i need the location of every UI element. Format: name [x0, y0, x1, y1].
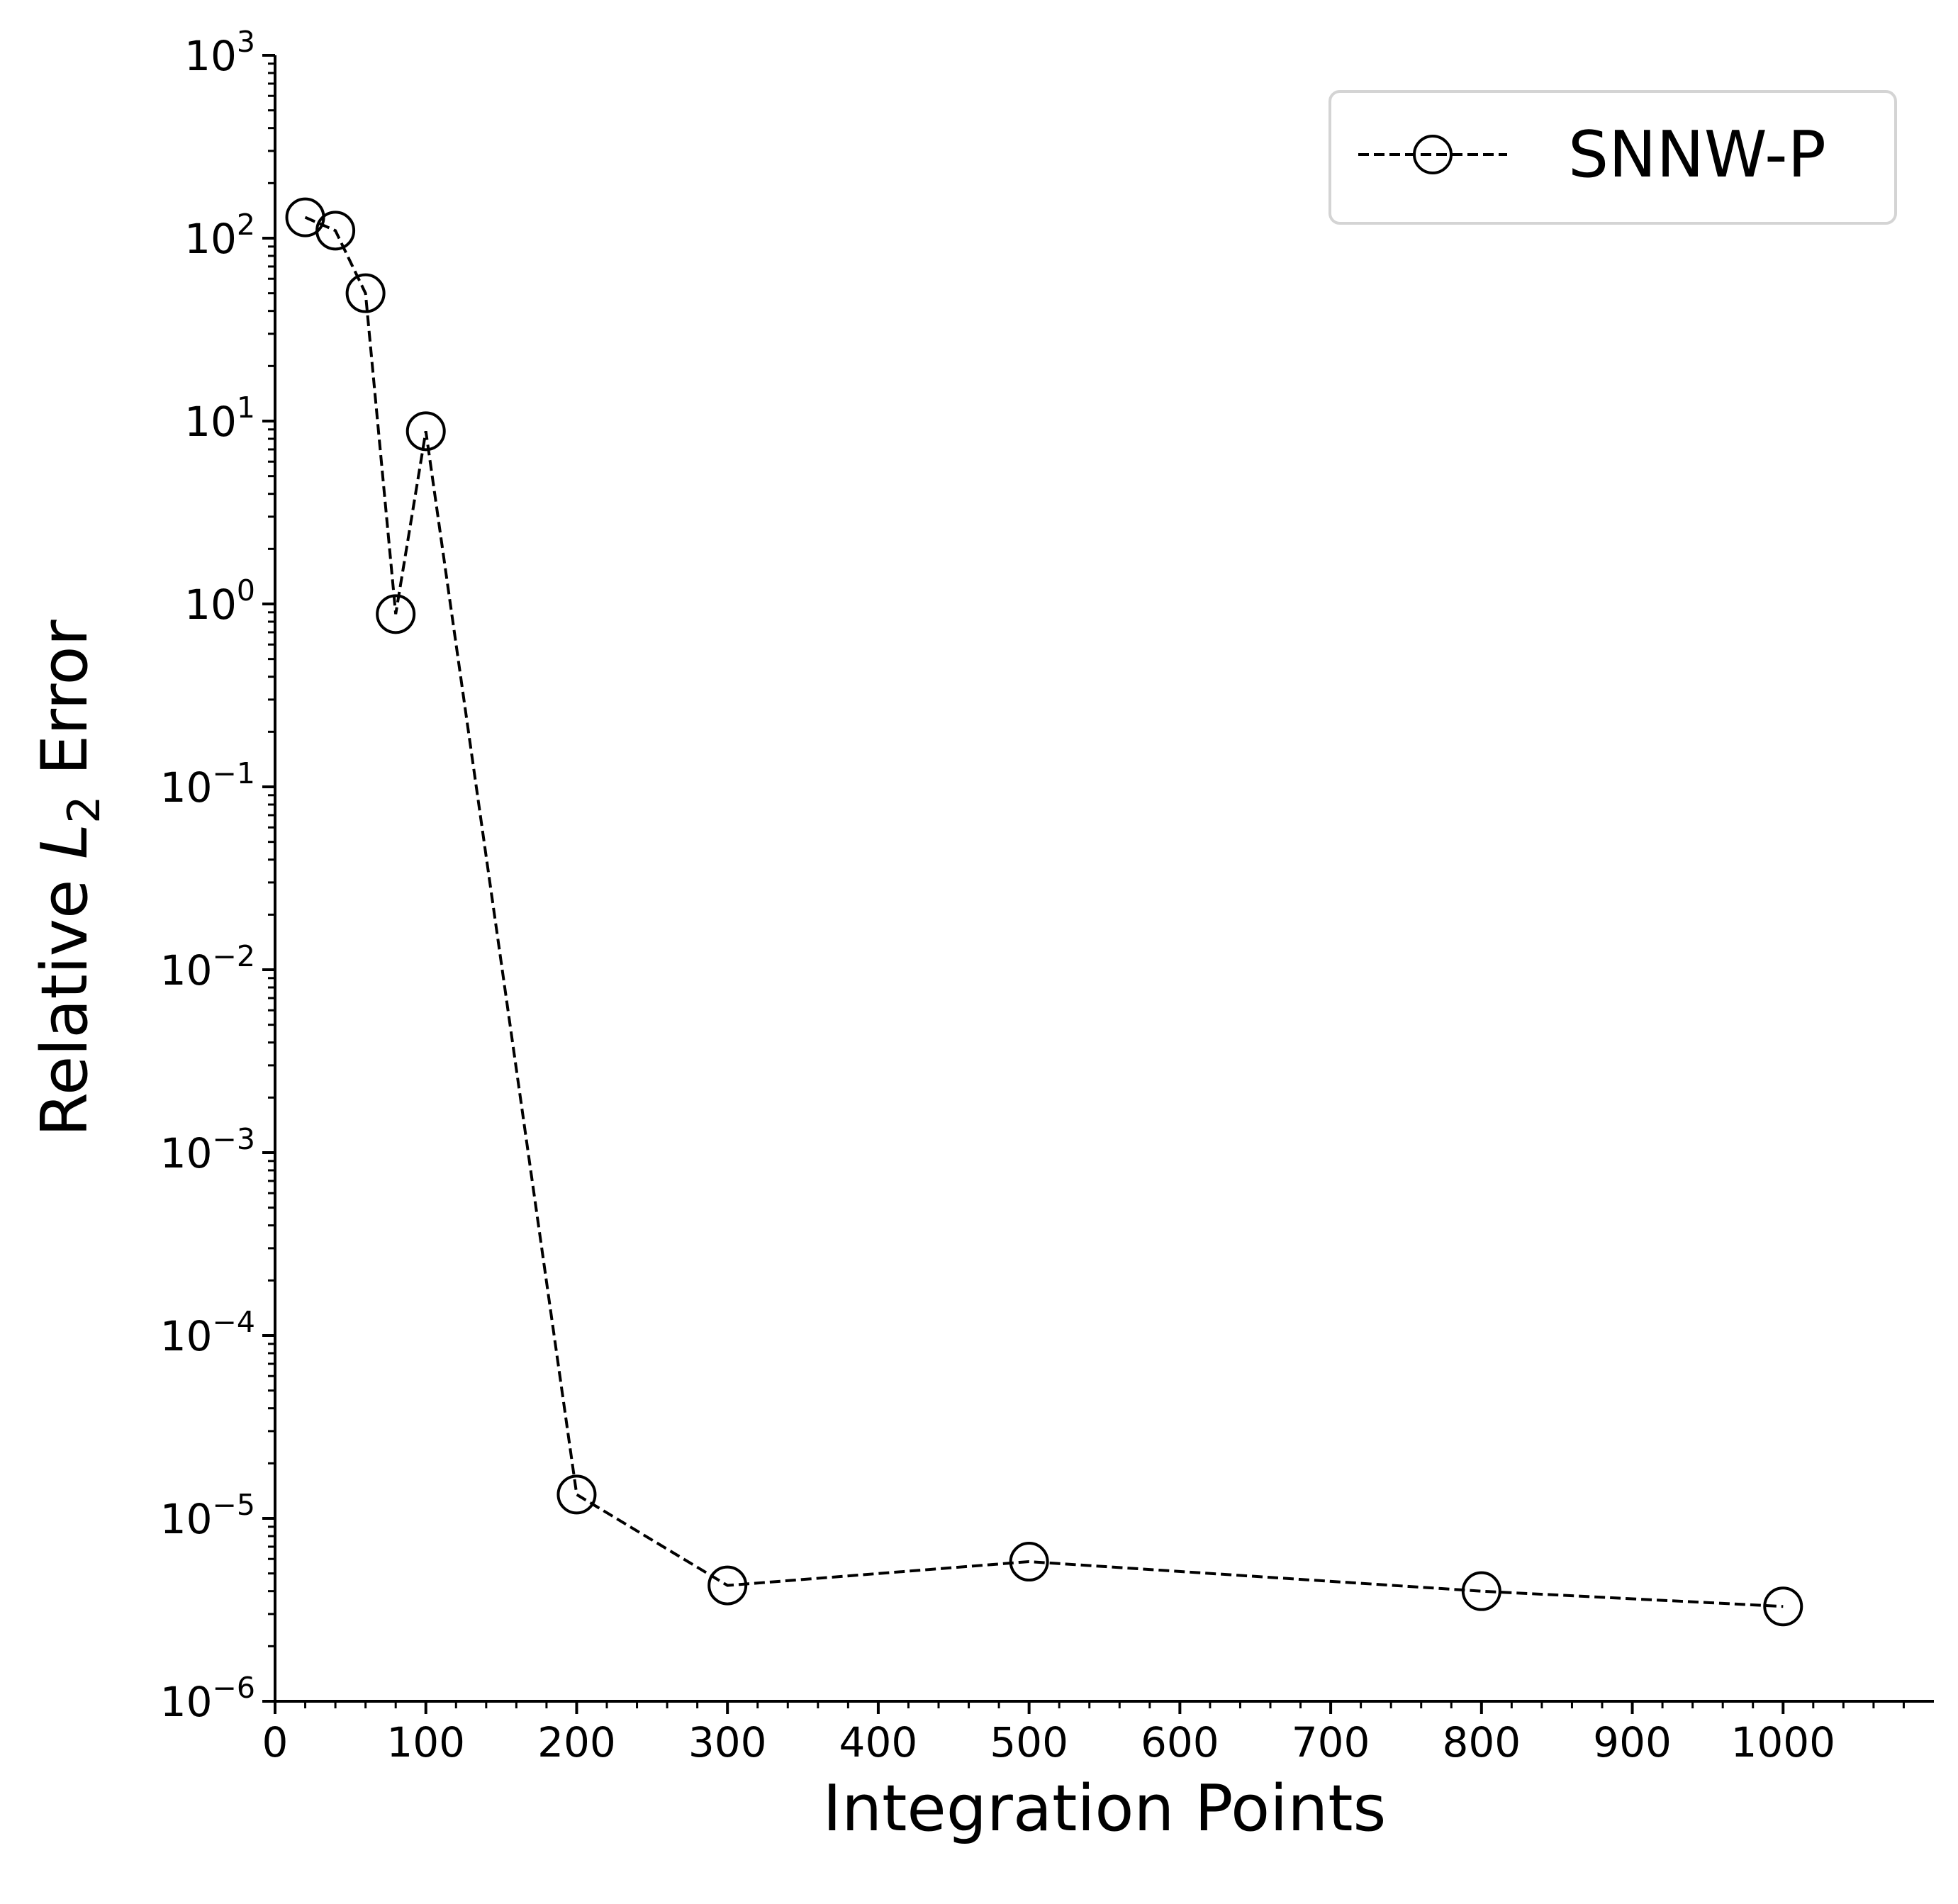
x-tick-label: 1000 [1730, 1718, 1835, 1766]
data-point [1763, 1586, 1803, 1627]
x-tick-label: 100 [386, 1718, 465, 1766]
legend-marker-sample [1413, 135, 1453, 174]
y-tick-label: 101 [184, 391, 255, 446]
y-tick-label: 10−3 [160, 1122, 255, 1177]
y-axis-title: Relative L2 Error [28, 620, 110, 1136]
x-axis-title: Integration Points [823, 1771, 1387, 1846]
y-tick-label: 10−6 [160, 1671, 255, 1726]
series-layer [285, 197, 1803, 1627]
x-tick-label: 0 [262, 1718, 289, 1766]
y-tick-label: 102 [184, 208, 255, 263]
x-tick-label: 700 [1292, 1718, 1370, 1766]
x-tick-label: 500 [990, 1718, 1068, 1766]
y-tick-label: 10−5 [160, 1488, 255, 1543]
x-tick-label: 400 [839, 1718, 918, 1766]
data-point [707, 1565, 748, 1606]
x-major-ticks [274, 1701, 1785, 1714]
x-tick-labels: 0 100 200 300 400 500 600 700 800 900 1000 [262, 1718, 1836, 1766]
data-point [1461, 1571, 1501, 1611]
y-axis-title-suffix: Error [28, 620, 102, 795]
y-tick-label: 10−1 [160, 756, 255, 812]
data-point [405, 411, 446, 452]
x-tick-label: 300 [688, 1718, 767, 1766]
x-tick-label: 600 [1141, 1718, 1219, 1766]
data-point [1009, 1542, 1049, 1582]
data-point [315, 211, 356, 251]
y-major-ticks [262, 54, 275, 1703]
y-tick-labels: 103 102 101 100 10−1 10−2 10−3 10−4 10−5 10−6 [160, 25, 255, 1726]
y-axis-title-subscript: 2 [58, 795, 110, 823]
data-point [376, 594, 416, 634]
y-tick-label: 10−2 [160, 939, 255, 995]
y-tick-label: 100 [184, 573, 255, 629]
x-tick-label: 800 [1442, 1718, 1521, 1766]
data-point [556, 1474, 597, 1515]
y-tick-label: 103 [184, 25, 255, 80]
legend: SNNW-P [1328, 90, 1897, 225]
x-tick-label: 200 [537, 1718, 616, 1766]
data-point [345, 273, 386, 313]
y-axis-title-prefix: Relative [28, 859, 102, 1137]
series-line [304, 215, 1784, 1608]
y-tick-label: 10−4 [160, 1305, 255, 1360]
x-tick-label: 900 [1593, 1718, 1672, 1766]
legend-label: SNNW-P [1568, 118, 1826, 192]
y-axis-title-symbol: L [28, 824, 102, 859]
legend-frame [1328, 90, 1897, 225]
